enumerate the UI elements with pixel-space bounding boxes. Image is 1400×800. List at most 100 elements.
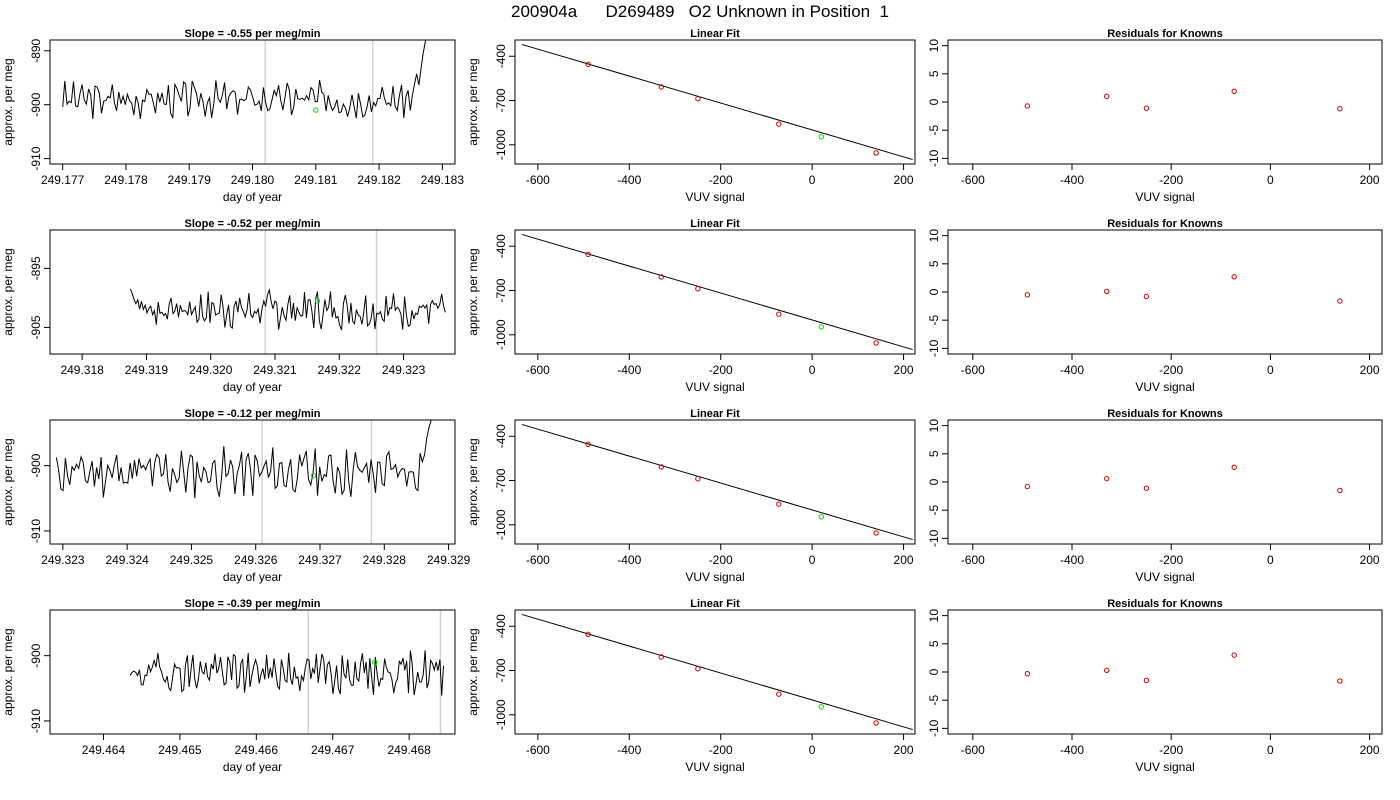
panel-title: Linear Fit (690, 28, 740, 40)
residual-point (1024, 483, 1031, 490)
y-axis-label: approx. per meg (466, 58, 480, 145)
x-axis-label: VUV signal (1135, 380, 1194, 394)
residual-point (1143, 293, 1150, 300)
x-tick-label: -400 (617, 553, 641, 567)
y-tick-label: -1000 (494, 699, 508, 730)
panel-r4-c2: Linear Fit -600 -400 -200 0 200 -400 -700 -1000 V… (466, 598, 916, 774)
unknown-point (310, 472, 317, 479)
residual-point (1104, 288, 1110, 295)
y-tick-label: 5 (927, 70, 941, 77)
x-tick-label: 249.327 (298, 553, 342, 567)
plot-frame (514, 39, 916, 165)
x-tick-label: 200 (894, 553, 914, 567)
x-tick-label: -600 (961, 553, 985, 567)
x-tick-label: 200 (1360, 743, 1380, 757)
plot-frame (49, 609, 456, 735)
x-tick-label: 0 (1267, 743, 1274, 757)
unknown-point (818, 704, 824, 710)
panel-title: Residuals for Knowns (1107, 598, 1223, 610)
y-tick-label: -890 (29, 38, 43, 62)
y-tick-label: -900 (29, 92, 43, 116)
y-tick-label: 0 (927, 668, 941, 675)
panel-title: Residuals for Knowns (1107, 408, 1223, 420)
plot-area (1024, 652, 1343, 684)
y-tick-label: -10 (927, 149, 941, 167)
x-tick-label: 249.323 (41, 553, 85, 567)
x-axis-label: VUV signal (685, 190, 744, 204)
known-point (658, 84, 664, 90)
x-tick-label: -400 (1060, 743, 1084, 757)
x-tick-label: 249.464 (82, 743, 126, 757)
y-tick-label: -400 (494, 614, 508, 638)
x-axis-label: VUV signal (1135, 760, 1194, 774)
y-tick-label: -900 (29, 643, 43, 667)
x-axis-label: VUV signal (1135, 190, 1194, 204)
fit-line (521, 423, 913, 541)
x-tick-label: -400 (1060, 363, 1084, 377)
known-point (658, 464, 664, 470)
unknown-point (372, 659, 378, 665)
residual-point (1337, 106, 1343, 112)
residual-point (1104, 93, 1110, 100)
y-tick-label: -10 (927, 529, 941, 547)
plot-frame (947, 419, 1383, 545)
y-tick-label: 10 (927, 419, 941, 433)
residual-point (1024, 670, 1031, 677)
x-tick-label: 249.319 (125, 363, 169, 377)
known-point (776, 121, 782, 127)
residual-point (1231, 464, 1237, 471)
x-tick-label: -400 (617, 743, 641, 757)
x-tick-label: -400 (617, 363, 641, 377)
x-axis-label: day of year (223, 380, 282, 394)
panel-r4-c1: Slope = -0.39 per meg/min 249.464 249.465 2… (1, 598, 456, 774)
x-tick-label: 0 (809, 743, 816, 757)
panel-r3-c3: Residuals for Knowns -600 -400 -200 0 200 -10 -… (927, 408, 1383, 584)
residual-point (1337, 487, 1343, 494)
y-axis-label: approx. per meg (1, 248, 15, 335)
known-point (585, 441, 591, 448)
panel-title: Linear Fit (690, 218, 740, 230)
y-tick-label: -5 (927, 125, 941, 136)
x-tick-label: 0 (1267, 363, 1274, 377)
x-tick-label: 249.324 (105, 553, 149, 567)
x-tick-label: 200 (894, 743, 914, 757)
x-tick-label: 200 (894, 173, 914, 187)
known-point (585, 631, 591, 638)
x-tick-label: -200 (1159, 363, 1183, 377)
plot-area (1024, 464, 1343, 494)
x-tick-label: -200 (709, 743, 733, 757)
panel-r2-c1: Slope = -0.52 per meg/min 249.318 249.319 2… (1, 218, 456, 394)
unknown-point (314, 298, 321, 304)
x-axis-label: VUV signal (685, 570, 744, 584)
y-tick-label: -10 (927, 339, 941, 357)
y-tick-label: -1000 (494, 129, 508, 160)
x-tick-label: -400 (1060, 173, 1084, 187)
y-tick-label: 10 (927, 609, 941, 623)
residual-point (1143, 677, 1150, 684)
x-tick-label: -600 (961, 173, 985, 187)
x-axis-label: VUV signal (685, 760, 744, 774)
plot-area (55, 420, 432, 544)
plot-area (521, 423, 913, 541)
y-tick-label: -700 (494, 658, 508, 682)
fit-line (521, 613, 913, 731)
y-tick-label: -5 (927, 315, 941, 326)
y-tick-label: -910 (29, 146, 43, 170)
residual-point (1337, 298, 1343, 304)
x-tick-label: 249.323 (382, 363, 426, 377)
y-tick-label: 0 (927, 478, 941, 485)
residual-point (1143, 485, 1150, 491)
known-point (873, 530, 879, 536)
residual-point (1231, 274, 1237, 280)
fit-line (521, 233, 913, 351)
known-point (873, 150, 879, 156)
known-point (873, 340, 879, 346)
panel-r1-c3: Residuals for Knowns -600 -400 -200 0 200 -10 -… (927, 28, 1383, 204)
y-axis-label: approx. per meg (466, 628, 480, 715)
residual-point (1337, 678, 1343, 684)
y-axis-label: approx. per meg (1, 58, 15, 145)
plot-area (1024, 274, 1343, 304)
x-tick-label: 200 (1360, 173, 1380, 187)
plot-area (521, 613, 913, 731)
